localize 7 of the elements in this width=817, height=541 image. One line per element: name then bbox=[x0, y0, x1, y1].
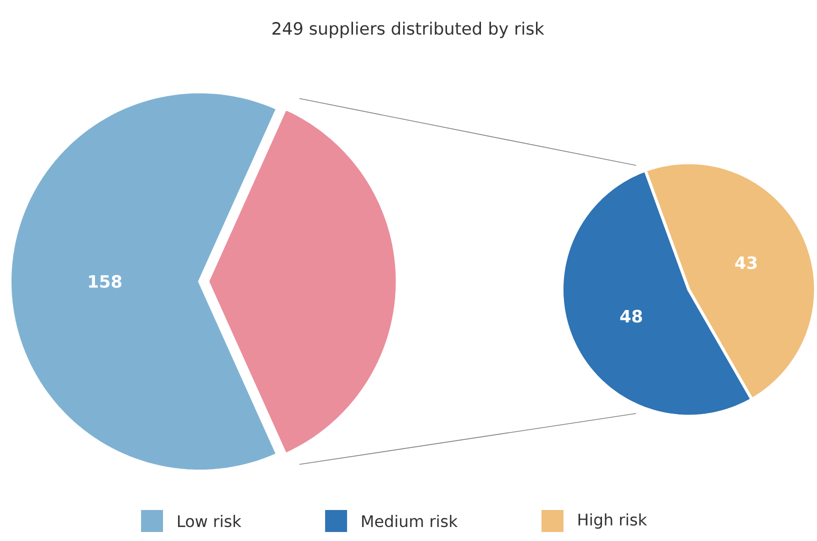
data-label: 48 bbox=[620, 310, 642, 323]
chart-title: 249 suppliers distributed by risk bbox=[272, 22, 544, 38]
legend-label: Medium risk bbox=[362, 514, 458, 528]
data-label: 158 bbox=[89, 275, 122, 288]
legend-label: Low risk bbox=[178, 514, 242, 528]
legend-label: High risk bbox=[578, 513, 648, 529]
data-label: 43 bbox=[735, 256, 757, 270]
